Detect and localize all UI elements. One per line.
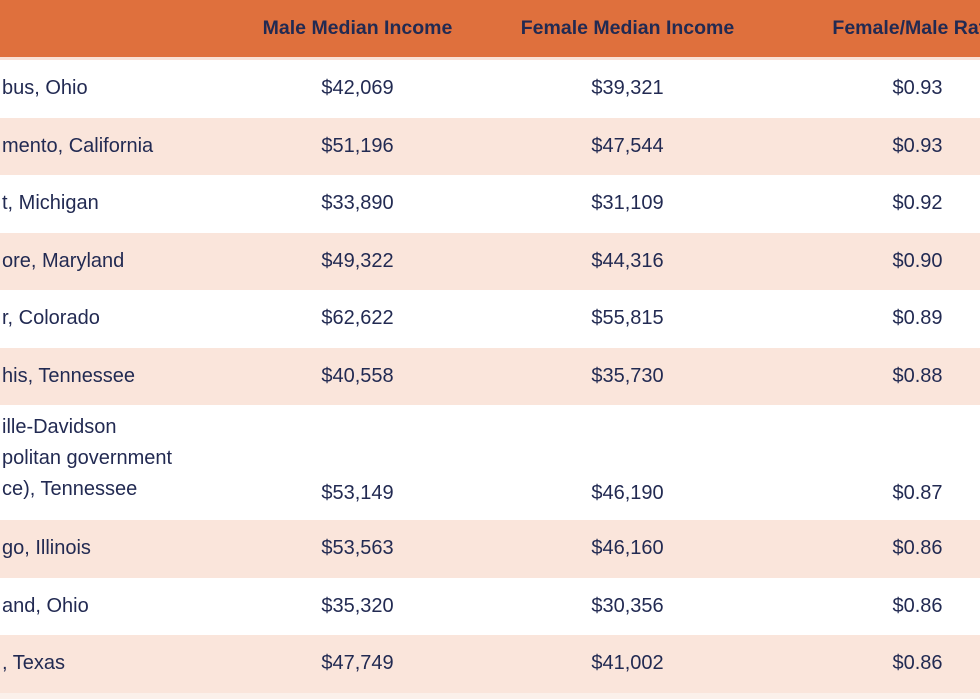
table-row: t, Michigan $33,890 $31,109 $0.92	[0, 175, 980, 233]
male-income-cell: $51,196	[321, 134, 394, 157]
table-row: mento, California $51,196 $47,544 $0.93	[0, 117, 980, 175]
male-income-cell: $42,069	[321, 77, 394, 100]
column-header-male-income: Male Median Income	[235, 0, 480, 60]
female-income-cell: $39,321	[591, 77, 664, 100]
column-header-female-male-ratio: Female/Male Ratio	[775, 0, 980, 60]
female-income-cell: $44,316	[591, 249, 664, 272]
city-cell: mento, California	[2, 134, 154, 157]
table-row: his, Tennessee $40,558 $35,730 $0.88	[0, 347, 980, 405]
female-income-cell: $41,002	[591, 652, 664, 675]
table-row: go, Illinois $53,563 $46,160 $0.86	[0, 520, 980, 578]
city-cell: r, Colorado	[2, 307, 100, 330]
city-cell: his, Tennessee	[2, 364, 136, 387]
city-cell: , Texas	[2, 652, 65, 675]
column-header-female-income: Female Median Income	[480, 0, 775, 60]
female-male-ratio-cell: $0.92	[892, 192, 943, 215]
female-male-ratio-cell: $0.89	[892, 307, 943, 330]
table-row: r, Colorado $62,622 $55,815 $0.89	[0, 290, 980, 348]
female-male-ratio-cell: $0.86	[892, 652, 943, 675]
female-male-ratio-cell: $0.87	[892, 482, 943, 504]
city-cell: ore, Maryland	[2, 249, 125, 272]
female-male-ratio-cell: $0.93	[892, 134, 943, 157]
female-male-ratio-cell: $0.86	[892, 537, 943, 560]
city-cell: bus, Ohio	[2, 77, 88, 100]
male-income-cell: $35,320	[321, 594, 394, 617]
male-income-cell: $49,322	[321, 249, 394, 272]
male-income-cell: $47,749	[321, 652, 394, 675]
male-income-cell: $53,563	[321, 537, 394, 560]
female-income-cell: $35,730	[591, 364, 664, 387]
female-male-ratio-cell: $0.88	[892, 364, 943, 387]
male-income-cell: $40,558	[321, 364, 394, 387]
female-income-cell: $31,109	[591, 192, 664, 215]
female-income-cell: $46,160	[591, 537, 664, 560]
table-row: and, Ohio $35,320 $30,356 $0.86	[0, 577, 980, 635]
footer-strip	[0, 692, 980, 699]
female-male-ratio-cell: $0.86	[892, 594, 943, 617]
city-cell: and, Ohio	[2, 594, 89, 617]
female-income-cell: $30,356	[591, 594, 664, 617]
table-row: bus, Ohio $42,069 $39,321 $0.93	[0, 58, 980, 118]
female-income-cell: $55,815	[591, 307, 664, 330]
city-cell: go, Illinois	[2, 537, 91, 560]
city-cell: t, Michigan	[2, 192, 99, 215]
column-header-city	[0, 0, 235, 60]
female-income-cell: $47,544	[591, 134, 664, 157]
header-row: Male Median Income Female Median Income …	[0, 0, 980, 60]
male-income-cell: $53,149	[321, 482, 394, 504]
male-income-cell: $33,890	[321, 192, 394, 215]
female-male-ratio-cell: $0.90	[892, 249, 943, 272]
table-row: ille-Davidson politan government ce), Te…	[0, 405, 980, 520]
table-body: bus, Ohio $42,069 $39,321 $0.93 mento, C…	[0, 58, 980, 693]
female-male-ratio-cell: $0.93	[892, 77, 943, 100]
female-income-cell: $46,190	[591, 482, 664, 504]
male-income-cell: $62,622	[321, 307, 394, 330]
table-row: , Texas $47,749 $41,002 $0.86	[0, 635, 980, 693]
table-row: ore, Maryland $49,322 $44,316 $0.90	[0, 232, 980, 290]
city-cell: ille-Davidson politan government ce), Te…	[2, 416, 173, 500]
